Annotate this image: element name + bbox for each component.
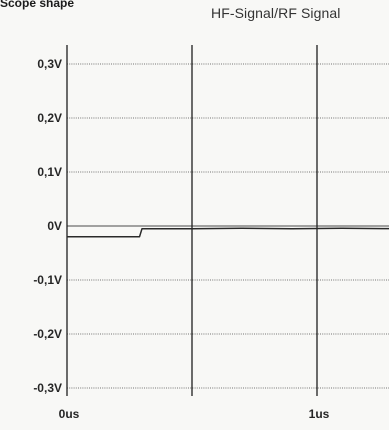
y-tick-label: 0V [47, 219, 62, 233]
y-tick-label: 0,2V [37, 111, 62, 125]
x-tick-label: 1us [309, 407, 330, 421]
signal-title: HF-Signal/RF Signal [211, 5, 341, 21]
y-tick-label: -0,1V [33, 273, 62, 287]
trace-layer [67, 227, 389, 238]
y-tick-label: 0,3V [37, 57, 62, 71]
top-label: Scope shape [0, 0, 75, 10]
signal-trace [67, 227, 389, 238]
y-tick-label: -0,2V [33, 327, 62, 341]
y-tick-label: 0,1V [37, 165, 62, 179]
x-tick-label: 0us [59, 407, 80, 421]
y-tick-label: -0,3V [33, 381, 62, 395]
grid-layer [66, 45, 389, 396]
